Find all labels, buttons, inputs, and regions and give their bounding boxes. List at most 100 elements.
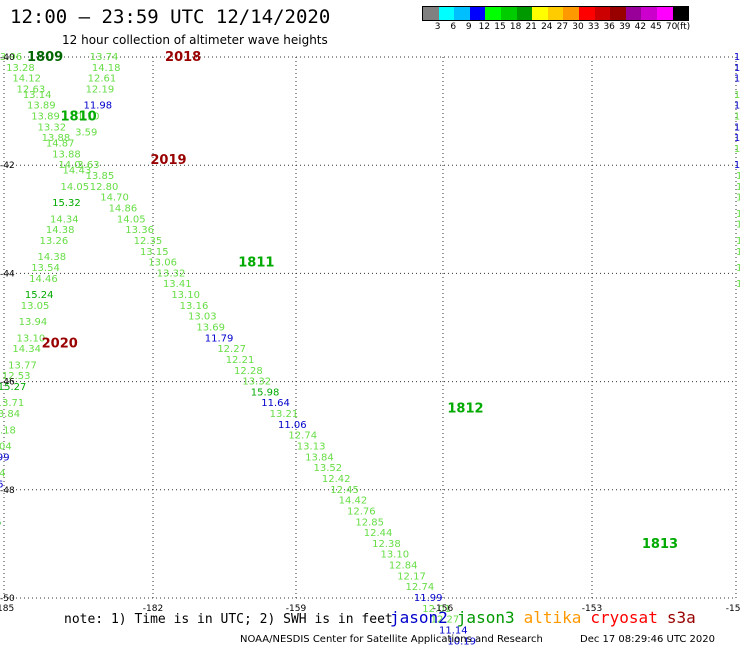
- legend-label: 9: [465, 22, 472, 32]
- lat-tick-label: -48: [0, 486, 15, 496]
- swh-value: 13.21: [270, 409, 299, 420]
- swh-value: 12.76: [347, 506, 376, 517]
- swh-value: 12: [736, 236, 740, 247]
- swh-value: 11.98: [83, 101, 112, 112]
- legend-label: 21: [525, 22, 537, 32]
- swh-value: 13.10: [17, 333, 46, 344]
- swh-value: 13.32: [242, 377, 271, 388]
- swh-value: 12.4: [736, 193, 740, 204]
- swh-value: 13.14: [23, 90, 52, 101]
- swh-value: 12.01: [422, 604, 451, 615]
- swh-value: 11.79: [205, 333, 234, 344]
- credit-line: NOAA/NESDIS Center for Satellite Applica…: [240, 634, 543, 645]
- swh-value: 14.34: [12, 344, 41, 355]
- lon-tick-label: -182: [143, 604, 163, 614]
- swh-value: 15.27: [0, 382, 26, 393]
- swh-value: 13.52: [314, 463, 343, 474]
- satellite-legend: jason2 jason3 altika cryosat s3a: [390, 608, 705, 627]
- swh-value: 13.16: [180, 301, 209, 312]
- timestamp: Dec 17 08:29:46 UTC 2020: [580, 634, 715, 645]
- swh-value: 13.54: [31, 263, 60, 274]
- lat-tick-label: -50: [0, 594, 15, 604]
- swh-value: 14.05: [60, 182, 89, 193]
- legend-swatch: [672, 7, 689, 20]
- legend-swatch: [594, 7, 611, 20]
- swh-value: 12.17: [397, 571, 426, 582]
- swh-value: 13.26: [40, 236, 69, 247]
- legend-label: 27: [556, 22, 569, 32]
- swh-value: 11.99: [0, 452, 10, 463]
- lat-tick-label: -46: [0, 378, 15, 388]
- track-time-label: 2018: [165, 50, 201, 65]
- swh-value: 12.08: [734, 90, 740, 101]
- swh-value: 12.17: [734, 112, 740, 123]
- swh-value: 12.74: [406, 582, 435, 593]
- swh-value: 12.21: [226, 355, 255, 366]
- satellite-name: jason2: [390, 608, 448, 627]
- swh-value: 12.04: [0, 442, 12, 453]
- swh-value: 13.13: [297, 442, 326, 453]
- track-labels: 1809 2018 1810 2019 1811 2020 1812 1813: [27, 50, 678, 552]
- legend-label: 36: [603, 22, 615, 32]
- satellite-name: jason3: [456, 608, 515, 627]
- swh-value: 10.19: [447, 636, 476, 647]
- swh-value: 12.38: [372, 539, 401, 550]
- swh-value: 13.88: [52, 149, 81, 160]
- legend-swatch: [454, 7, 470, 20]
- swh-value: 13.96: [0, 52, 22, 63]
- swh-value: 11.14: [439, 625, 468, 636]
- swh-value: 13.10: [380, 550, 409, 561]
- swh-value: 13.84: [0, 409, 20, 420]
- color-legend: 3 6 9 12 15 18 21 24 27 30 33 36 39 42 45 70 (ft): [422, 6, 690, 33]
- swh-value: 12.44: [364, 528, 393, 539]
- legend-label: 39: [619, 22, 631, 32]
- swh-value: 15.24: [25, 290, 54, 301]
- legend-label: 24: [541, 22, 553, 32]
- swh-value: 12.18: [0, 425, 16, 436]
- swh-value: 14.43: [63, 166, 92, 177]
- swh-value: 14.18: [92, 63, 121, 74]
- swh-value: 3.63: [77, 160, 99, 171]
- swh-value: 14.38: [46, 225, 75, 236]
- swh-value: 13.89: [27, 101, 56, 112]
- legend-swatch: [469, 7, 486, 20]
- legend-swatch: [532, 7, 548, 20]
- swh-value: 13.05: [21, 301, 50, 312]
- swh-value: 13.71: [0, 398, 24, 409]
- swh-value: 15: [736, 263, 740, 274]
- satellite-name: altika: [523, 608, 582, 627]
- legend-label: 15: [494, 22, 506, 32]
- swh-value: 13.10: [171, 290, 200, 301]
- swh-value: 12.3: [736, 171, 740, 182]
- swh-value: 15.32: [52, 198, 81, 209]
- lon-tick-label: -159: [286, 604, 307, 614]
- swh-value: 13.03: [188, 312, 217, 323]
- swh-value: 13.74: [90, 52, 119, 63]
- swh-value: 13.84: [305, 452, 334, 463]
- swh-value: 3.59: [75, 128, 97, 139]
- swh-value: 1.10: [77, 112, 99, 123]
- swh-value: 12.94: [0, 469, 5, 480]
- swh-value: 11.64: [261, 398, 290, 409]
- swh-value: 14.86: [109, 203, 138, 214]
- swh-value: 12.27: [431, 615, 460, 626]
- track-time-label: 1811: [238, 256, 274, 271]
- swh-value: 13.15: [140, 247, 169, 258]
- swh-value: 13.41: [163, 279, 192, 290]
- swh-value: 12.84: [389, 561, 418, 572]
- swh-value: 11.71: [734, 52, 740, 63]
- legend-swatch: [641, 7, 657, 20]
- legend-label: 6: [450, 22, 457, 32]
- lon-tick-label: -153: [582, 604, 602, 614]
- swh-value: 12.42: [322, 474, 351, 485]
- swh-value: 13.32: [157, 268, 186, 279]
- lat-tick-label: -40: [0, 53, 15, 63]
- lon-tick-label: -185: [0, 604, 14, 614]
- legend-label: 33: [587, 22, 600, 32]
- swh-value: 11.2: [734, 160, 740, 171]
- legend-swatch: [563, 7, 579, 20]
- swh-value: 11.39: [734, 133, 740, 144]
- swh-value: 12.4: [736, 182, 740, 193]
- swh-value: 12.80: [90, 182, 119, 193]
- swh-value: 14.87: [46, 139, 75, 150]
